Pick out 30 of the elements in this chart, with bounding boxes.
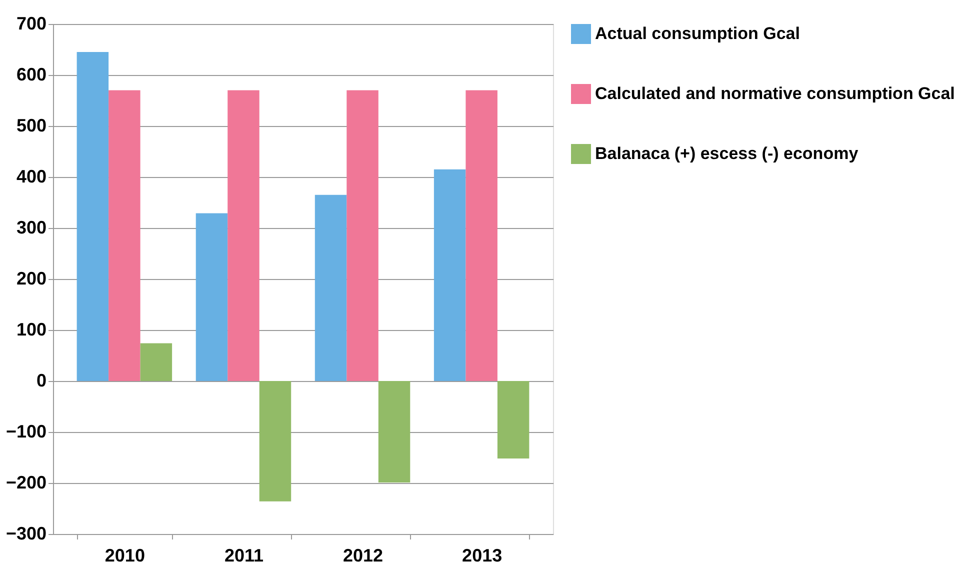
y-tick-label: 100 [16, 320, 46, 340]
bar [228, 90, 260, 381]
bar [434, 169, 466, 381]
legend-label: Actual consumption Gcal [595, 24, 800, 43]
y-tick-label: 0 [36, 370, 46, 390]
bar [140, 343, 172, 381]
x-tick-label: 2013 [462, 546, 502, 566]
bar [196, 213, 228, 381]
x-tick-label: 2011 [224, 546, 264, 566]
bar [108, 90, 140, 381]
bar [314, 194, 347, 381]
bar [346, 90, 378, 381]
y-tick-label: −100 [6, 422, 46, 442]
x-tick-label: 2012 [343, 546, 384, 566]
y-tick-label: 300 [16, 218, 46, 238]
x-tick-label: 2010 [104, 546, 145, 566]
y-tick-label: 400 [16, 166, 46, 186]
y-tick-label: 200 [16, 268, 46, 288]
y-tick-label: −300 [6, 524, 46, 544]
bar [466, 90, 498, 381]
legend-label: Balanaca (+) escess (-) economy [595, 144, 859, 163]
y-tick-label: 700 [16, 14, 46, 34]
legend-label: Calculated and normative consumption Gcal [595, 84, 955, 103]
bar [497, 381, 530, 459]
bar [259, 381, 292, 502]
y-tick-label: 600 [16, 64, 46, 84]
bar [76, 52, 109, 381]
bar [378, 381, 410, 482]
y-tick-label: 500 [16, 116, 46, 136]
y-tick-label: −200 [6, 472, 46, 492]
